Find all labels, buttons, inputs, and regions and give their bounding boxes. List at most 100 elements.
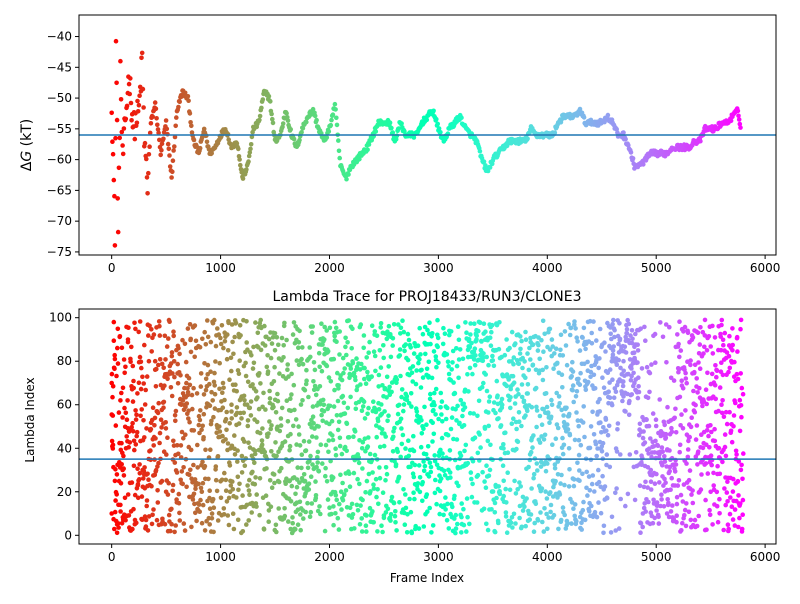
delta-g-point xyxy=(172,134,178,140)
lambda-point xyxy=(569,521,574,526)
lambda-point xyxy=(269,449,274,454)
lambda-point xyxy=(132,447,137,453)
lambda-point xyxy=(432,490,438,496)
lambda-point xyxy=(508,520,514,526)
lambda-point xyxy=(420,498,425,504)
lambda-point xyxy=(241,410,246,416)
lambda-point xyxy=(416,463,422,468)
lambda-point xyxy=(324,479,330,484)
lambda-point xyxy=(343,488,349,493)
delta-g-point xyxy=(481,159,487,164)
lambda-point xyxy=(411,351,417,356)
lambda-point xyxy=(676,341,681,347)
lambda-point xyxy=(186,472,192,478)
delta-g-y-tick-label: −45 xyxy=(47,60,72,74)
lambda-point xyxy=(403,492,408,497)
lambda-point xyxy=(314,435,319,440)
lambda-point xyxy=(252,451,258,457)
lambda-point xyxy=(169,506,174,512)
lambda-point xyxy=(716,408,721,414)
lambda-point xyxy=(320,418,326,424)
lambda-point xyxy=(535,348,541,353)
lambda-point xyxy=(510,525,515,530)
lambda-point xyxy=(644,417,649,423)
lambda-point xyxy=(305,465,311,471)
lambda-point xyxy=(370,509,375,514)
lambda-point xyxy=(426,373,431,379)
lambda-point xyxy=(149,349,154,354)
lambda-point xyxy=(245,418,251,423)
lambda-point xyxy=(451,436,456,442)
lambda-point xyxy=(663,322,669,327)
lambda-point xyxy=(289,483,295,489)
lambda-point xyxy=(341,400,347,406)
delta-g-point xyxy=(336,148,342,154)
lambda-point xyxy=(118,502,123,508)
delta-g-point xyxy=(146,152,152,157)
lambda-point xyxy=(399,394,404,400)
delta-g-point xyxy=(170,158,176,163)
lambda-point xyxy=(299,465,304,471)
lambda-point xyxy=(395,449,401,455)
lambda-point xyxy=(610,348,616,353)
lambda-point xyxy=(289,371,294,377)
lambda-point xyxy=(290,332,296,337)
lambda-point xyxy=(729,504,735,510)
lambda-point xyxy=(504,383,510,389)
lambda-point xyxy=(394,377,400,382)
lambda-point xyxy=(495,393,500,399)
lambda-point xyxy=(245,379,251,385)
delta-g-point xyxy=(226,137,231,142)
delta-g-point xyxy=(269,111,274,117)
lambda-point xyxy=(516,361,522,367)
lambda-point xyxy=(310,414,316,420)
lambda-point xyxy=(119,390,124,396)
lambda-point xyxy=(641,429,646,434)
lambda-point xyxy=(604,496,610,501)
lambda-point xyxy=(260,426,265,431)
lambda-point xyxy=(703,497,708,503)
lambda-point xyxy=(528,512,534,517)
lambda-point xyxy=(674,513,679,518)
lambda-point xyxy=(187,322,193,327)
lambda-point xyxy=(221,345,226,351)
lambda-point xyxy=(644,364,650,370)
lambda-point xyxy=(130,399,136,404)
lambda-point xyxy=(397,500,402,505)
delta-g-x-tick-label: 2000 xyxy=(314,261,345,275)
lambda-point xyxy=(293,491,298,497)
lambda-point xyxy=(178,477,183,483)
lambda-point xyxy=(183,432,188,438)
lambda-panel: Lambda Trace for PROJ18433/RUN3/CLONE3 0… xyxy=(23,289,780,585)
lambda-point xyxy=(374,423,379,428)
lambda-point xyxy=(523,523,528,529)
delta-g-point xyxy=(605,112,611,118)
lambda-point xyxy=(618,496,623,502)
lambda-point xyxy=(425,472,430,477)
lambda-point xyxy=(212,391,218,397)
lambda-point xyxy=(359,361,364,367)
lambda-point xyxy=(358,382,363,387)
lambda-point xyxy=(176,500,182,506)
lambda-point xyxy=(541,349,546,355)
lambda-point xyxy=(157,430,163,436)
lambda-point xyxy=(320,461,325,466)
lambda-point xyxy=(635,348,641,353)
lambda-point xyxy=(245,423,251,429)
lambda-point xyxy=(509,329,515,335)
lambda-point xyxy=(322,528,328,534)
lambda-point xyxy=(266,336,272,342)
lambda-point xyxy=(186,375,192,381)
lambda-point xyxy=(697,342,703,347)
lambda-point xyxy=(601,523,607,529)
lambda-point xyxy=(707,445,712,450)
lambda-point xyxy=(133,417,139,422)
lambda-point xyxy=(401,329,407,335)
lambda-point xyxy=(148,426,154,432)
lambda-point xyxy=(731,413,737,418)
lambda-point xyxy=(112,352,117,358)
lambda-point xyxy=(359,408,365,414)
lambda-point xyxy=(580,420,586,425)
lambda-point xyxy=(307,345,313,350)
lambda-point xyxy=(419,418,424,423)
